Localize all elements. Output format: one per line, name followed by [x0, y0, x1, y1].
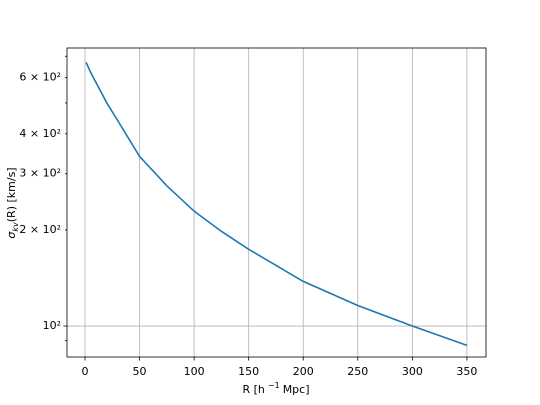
x-tick-label: 200	[293, 365, 314, 378]
x-label-text: R [h	[242, 383, 264, 396]
y-tick-label: 4 × 10²	[19, 127, 61, 140]
axes-frame	[66, 47, 487, 358]
y-tick-label: 3 × 10²	[19, 167, 61, 180]
plot-area	[67, 48, 486, 357]
y-label-symbol: σ	[5, 231, 18, 239]
y-label-rest: (R) [km/s]	[5, 167, 18, 222]
x-tick-label: 350	[456, 365, 477, 378]
x-tick-label: 100	[184, 365, 205, 378]
x-axis-label: R [h −1 Mpc]	[242, 381, 309, 397]
y-tick-label: 2 × 10²	[19, 223, 61, 236]
x-tick-label: 250	[347, 365, 368, 378]
x-tick-label: 0	[82, 365, 89, 378]
line-series	[85, 62, 468, 347]
x-tick-label: 300	[402, 365, 423, 378]
x-label-superscript: −1	[268, 381, 280, 390]
x-tick-label: 50	[133, 365, 147, 378]
x-tick-label: 150	[238, 365, 259, 378]
y-tick-label: 6 × 10²	[19, 71, 61, 84]
y-label-subscript: kv	[11, 222, 20, 232]
y-axis-label: σkv(R) [km/s]	[5, 167, 20, 238]
y-tick-label: 10²	[43, 319, 61, 332]
x-label-rest: Mpc]	[283, 383, 310, 396]
